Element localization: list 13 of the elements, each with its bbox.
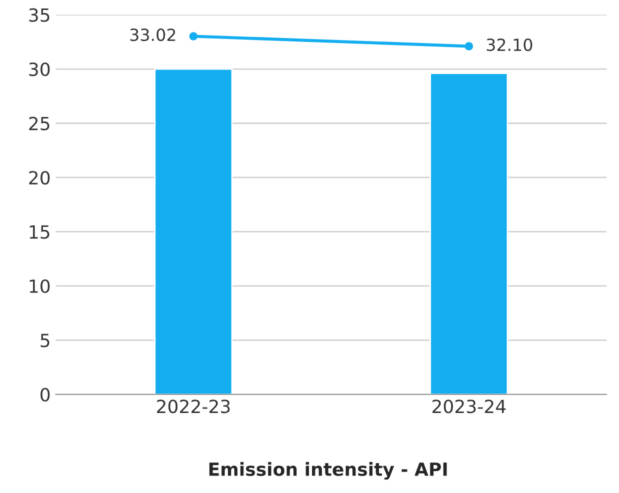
data-label: 33.02 (130, 28, 176, 42)
y-tick-label: 10 (30, 279, 50, 294)
y-tick-label: 30 (29, 62, 50, 76)
data-label: 32.10 (486, 38, 532, 52)
y-tick-label: 15 (30, 225, 50, 239)
y-tick-label: 25 (29, 116, 50, 130)
text: Emission intensity - API (209, 462, 447, 480)
y-tick-label: 0 (40, 388, 50, 402)
y-tick-label: 20 (29, 170, 50, 185)
y-tick-label: 35 (29, 8, 50, 22)
x-tick-label: 2022-23 (157, 400, 230, 414)
y-tick-label: 5 (40, 334, 50, 348)
x-tick-label: 2023-24 (432, 400, 506, 414)
